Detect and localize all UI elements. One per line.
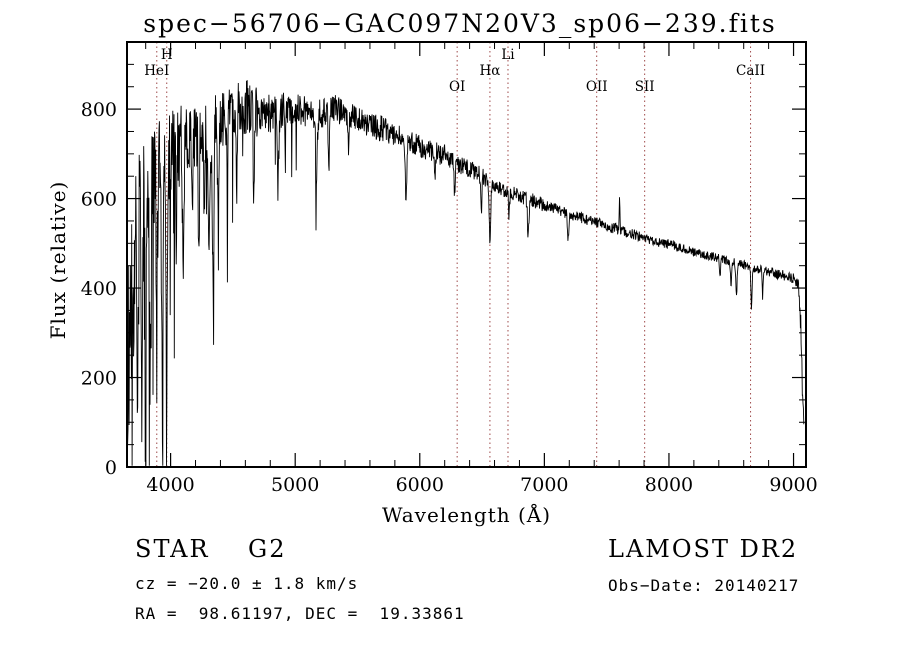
x-tick-label: 6000: [396, 474, 444, 496]
x-tick-label: 5000: [271, 474, 319, 496]
spectral-line-label: Li: [501, 47, 515, 63]
x-tick-label: 9000: [769, 474, 817, 496]
spectral-line-label: SII: [635, 79, 655, 95]
x-axis-label: Wavelength (Å): [381, 503, 552, 527]
radial-velocity-text: cz = −20.0 ± 1.8 km/s: [135, 574, 359, 593]
spectral-line-label: OII: [586, 79, 608, 95]
spectral-line-label: HeI: [144, 63, 169, 79]
x-tick-label: 4000: [146, 474, 194, 496]
axes: [126, 41, 807, 468]
spectral-line-label: CaII: [736, 63, 765, 79]
y-tick-label: 200: [81, 368, 117, 390]
y-tick-label: 800: [81, 99, 117, 121]
page-title: spec−56706−GAC097N20V3_sp06−239.fits: [143, 9, 777, 38]
y-tick-label: 600: [81, 189, 117, 211]
y-axis-label: Flux (relative): [46, 180, 70, 340]
spectral-line-label: OI: [449, 79, 465, 95]
y-tick-label: 400: [81, 278, 117, 300]
spectral-line-label: H: [161, 47, 173, 63]
spectrum-path: [127, 80, 805, 466]
classification-label: STAR G2: [135, 535, 287, 563]
y-tick-label: 0: [105, 457, 117, 479]
obs-date-text: Obs−Date: 20140217: [608, 576, 800, 595]
coordinates-text: RA = 98.61197, DEC = 19.33861: [135, 604, 465, 623]
x-tick-label: 8000: [645, 474, 693, 496]
spectral-line-label: Hα: [479, 63, 500, 79]
x-tick-label: 7000: [520, 474, 568, 496]
survey-label: LAMOST DR2: [608, 535, 799, 563]
spectrum-trace: [127, 80, 805, 466]
